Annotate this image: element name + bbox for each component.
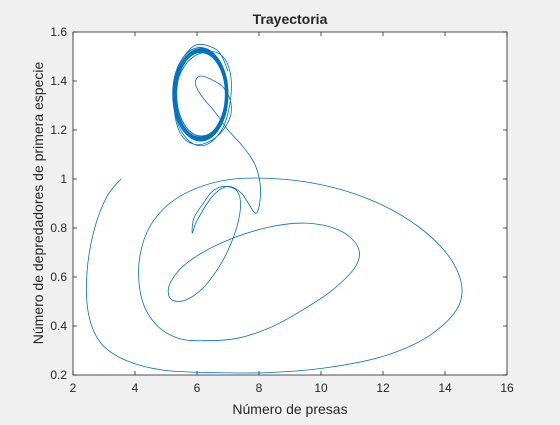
y-tick-label: 1 [60,172,67,186]
y-axis-label: Número de depredadores de primera especi… [30,62,46,345]
x-tick-label: 6 [194,381,201,395]
x-tick-label: 2 [70,381,77,395]
x-tick-label: 10 [314,381,328,395]
plot-area [73,32,507,375]
x-tick-label: 8 [256,381,263,395]
x-tick-label: 4 [132,381,139,395]
y-tick-label: 0.2 [50,368,67,382]
x-ticks: 2 4 6 8 10 12 14 16 [70,32,514,395]
y-tick-label: 1.2 [50,123,67,137]
x-tick-label: 14 [438,381,452,395]
y-tick-label: 0.6 [50,270,67,284]
y-ticks: 0.2 0.4 0.6 0.8 1 1.2 1.4 1.6 [50,25,507,382]
x-tick-label: 12 [376,381,390,395]
y-tick-label: 0.8 [50,221,67,235]
axes-box [72,31,508,376]
curve-layer [85,43,463,374]
x-axis-label: Número de presas [232,401,347,417]
y-tick-label: 0.4 [50,319,67,333]
trajectory-line [85,43,463,374]
limit-cycle-loop [176,51,227,137]
y-tick-label: 1.6 [50,25,67,39]
chart-title: Trayectoria [253,11,328,27]
y-tick-label: 1.4 [50,74,67,88]
x-tick-label: 16 [500,381,514,395]
limit-cycle-layer [172,46,229,142]
